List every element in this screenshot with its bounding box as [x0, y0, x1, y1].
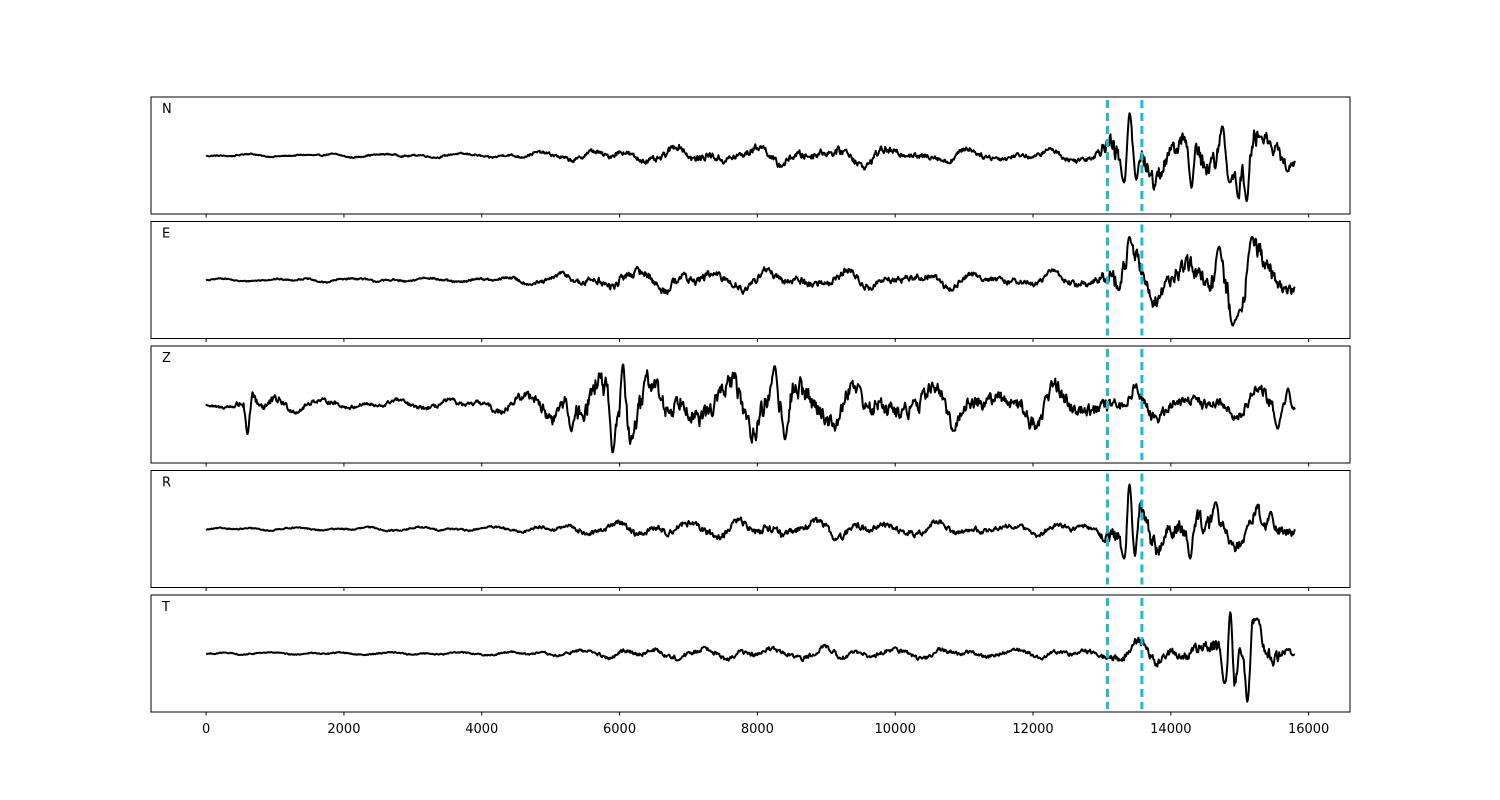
waveform-trace-e: [205, 235, 1296, 327]
panel-label: N: [162, 102, 172, 117]
panel-frame: [150, 96, 1351, 215]
x-tick-label: 14000: [1150, 722, 1191, 737]
x-tick-label: 8000: [741, 722, 774, 737]
trace-panels: N E Z R T: [150, 96, 1351, 716]
x-tick-label: 12000: [1012, 722, 1053, 737]
panel-label: E: [162, 227, 170, 242]
x-tick-label: 10000: [875, 722, 916, 737]
panel-label: T: [161, 600, 170, 615]
panel-frame: [150, 470, 1351, 588]
panel-r: R: [150, 470, 1351, 591]
panel-e: E: [150, 221, 1351, 342]
x-tick-label: 0: [202, 722, 210, 737]
panel-label: R: [162, 476, 171, 491]
panel-label: Z: [162, 351, 171, 366]
panel-t: T: [150, 594, 1351, 716]
x-tick-label: 2000: [327, 722, 360, 737]
panel-n: N: [150, 96, 1351, 218]
panel-z: Z: [150, 345, 1351, 467]
waveform-trace-z: [205, 363, 1296, 454]
waveform-trace-t: [205, 611, 1296, 703]
panel-frame: [150, 345, 1351, 464]
panel-frame: [150, 594, 1351, 713]
x-tick-label: 6000: [603, 722, 636, 737]
waveform-trace-r: [205, 483, 1296, 560]
waveform-trace-n: [205, 112, 1296, 203]
x-tick-label: 16000: [1288, 722, 1329, 737]
x-tick-label: 4000: [465, 722, 498, 737]
x-axis: 0 2000 4000 6000 8000 10000 12000 14000 16000: [202, 722, 1329, 737]
panel-frame: [150, 221, 1351, 339]
